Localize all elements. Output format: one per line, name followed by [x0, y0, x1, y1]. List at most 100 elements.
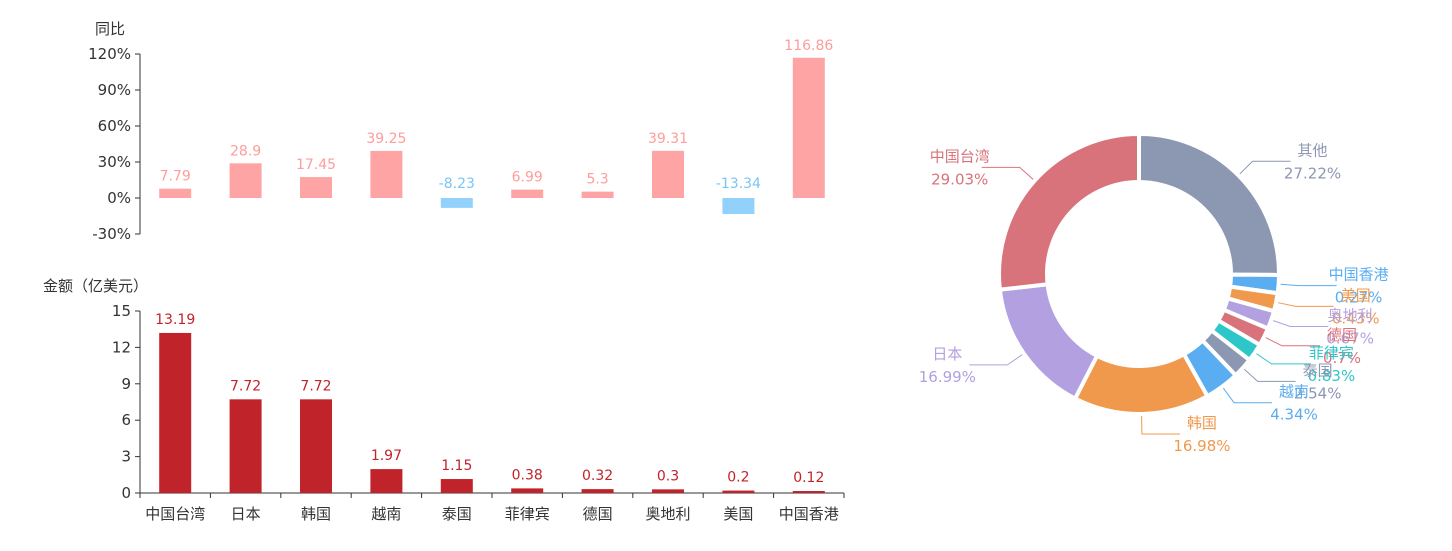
slice-percent-label: 2.54%: [1294, 384, 1342, 402]
label-leader: [1239, 160, 1291, 175]
x-tick-label: 奥地利: [645, 505, 690, 523]
x-tick-label: 泰国: [442, 505, 472, 523]
data-label: 39.31: [648, 131, 688, 147]
y-tick-label: 30%: [98, 153, 131, 171]
data-label: 7.72: [300, 378, 331, 394]
bar: [511, 189, 544, 198]
data-label: 0.3: [657, 468, 679, 484]
x-tick-label: 中国香港: [779, 505, 839, 523]
y-axis-title: 金额（亿美元）: [43, 277, 148, 295]
y-tick-label: 3: [121, 448, 131, 466]
y-tick-label: 0%: [107, 189, 131, 207]
y-tick-label: 6: [121, 411, 131, 429]
y-tick-label: 15: [112, 302, 131, 320]
donut-slice: [997, 282, 1100, 401]
bar: [792, 57, 825, 198]
x-tick-label: 中国台湾: [145, 505, 205, 523]
bar: [440, 479, 473, 493]
bar: [792, 491, 825, 493]
data-label: 17.45: [296, 157, 336, 173]
bar: [581, 191, 614, 198]
y-axis-title: 同比: [95, 20, 125, 38]
slice-name-label: 泰国: [1303, 361, 1333, 379]
slice-percent-label: 0.7%: [1323, 349, 1361, 367]
bar: [652, 489, 684, 493]
slice-percent-label: 16.99%: [919, 368, 976, 386]
y-tick-label: 90%: [98, 81, 131, 99]
data-label: 7.79: [160, 169, 191, 185]
data-label: 0.32: [582, 468, 613, 484]
data-label: 0.38: [512, 467, 543, 483]
bar: [229, 399, 262, 493]
slice-percent-label: 16.98%: [1173, 437, 1230, 455]
slice-percent-label: 29.03%: [931, 170, 988, 188]
y-tick-label: 9: [121, 375, 131, 393]
bar-chart-yoy: -30% 0% 30% 60% 90% 120% 同比 7.79 28.9 17.45 39.25 -…: [88, 20, 833, 243]
bar: [229, 163, 262, 198]
data-label: 0.12: [793, 470, 824, 486]
label-leader: [1277, 302, 1334, 307]
bar: [300, 177, 332, 198]
data-label: -13.34: [716, 176, 761, 192]
slice-name-label: 日本: [932, 345, 962, 363]
slice-percent-label: 0.43%: [1332, 309, 1380, 327]
slice-name-label: 中国台湾: [930, 147, 990, 165]
bar: [370, 150, 403, 198]
label-leader: [969, 354, 1023, 366]
data-label: 116.86: [784, 38, 833, 54]
label-leader: [1243, 368, 1296, 382]
x-tick-label: 越南: [371, 505, 401, 523]
bar: [159, 332, 192, 493]
donut-chart: 其他 27.22% 中国香港 0.27%美国 0.43%奥地利 0.67%德国 0.7%菲律…: [919, 132, 1389, 455]
slice-name-label: 奥地利: [1328, 307, 1373, 325]
slice-percent-label: 27.22%: [1284, 164, 1341, 182]
label-leader: [1141, 415, 1180, 435]
slice-percent-label: 0.67%: [1326, 330, 1374, 348]
x-tick-label: 日本: [231, 505, 261, 523]
data-label: -8.23: [439, 176, 475, 192]
data-label: 1.15: [441, 458, 472, 474]
data-label: 13.19: [155, 312, 195, 328]
slice-name-label: 中国香港: [1329, 266, 1389, 284]
label-leader: [981, 166, 1034, 180]
slice-name-label: 其他: [1298, 141, 1328, 159]
label-leader: [1256, 353, 1310, 365]
bar: [300, 399, 332, 493]
data-label: 0.2: [727, 470, 749, 486]
label-leader: [1265, 337, 1320, 347]
bar: [159, 188, 192, 198]
bar: [652, 150, 684, 198]
label-leader: [1280, 283, 1337, 287]
bar: [722, 198, 755, 215]
label-leader: [1272, 320, 1329, 328]
data-label: 28.9: [230, 143, 261, 159]
data-label: 5.3: [586, 172, 608, 188]
y-tick-label: 120%: [88, 45, 131, 63]
data-label: 1.97: [371, 448, 402, 464]
slice-name-label: 德国: [1327, 326, 1357, 344]
label-leader: [1222, 387, 1273, 404]
x-tick-label: 美国: [723, 505, 753, 523]
slice-percent-label: 0.27%: [1335, 289, 1383, 307]
y-tick-label: 12: [112, 338, 131, 356]
slice-name-label: 美国: [1341, 286, 1371, 304]
y-tick-label: 60%: [98, 117, 131, 135]
donut-slice: [997, 132, 1141, 292]
bar-chart-amount: 0 3 6 9 12 15 金额（亿美元） 中国台湾 日本 韩国 越南 泰国 菲律宾 德国 奥地利 美国 中国香…: [43, 277, 845, 523]
data-label: 39.25: [366, 131, 406, 147]
bar: [370, 469, 403, 493]
slice-percent-label: 4.34%: [1270, 406, 1318, 424]
slice-name-label: 越南: [1279, 383, 1309, 401]
bar: [581, 489, 614, 493]
data-label: 6.99: [512, 170, 543, 186]
data-label: 7.72: [230, 378, 261, 394]
x-tick-label: 韩国: [301, 505, 331, 523]
x-tick-label: 德国: [583, 505, 613, 523]
y-tick-label: 0: [121, 484, 131, 502]
bar: [440, 198, 473, 208]
slice-percent-label: 0.83%: [1308, 367, 1356, 385]
bar: [722, 490, 755, 493]
slice-name-label: 菲律宾: [1309, 344, 1354, 362]
